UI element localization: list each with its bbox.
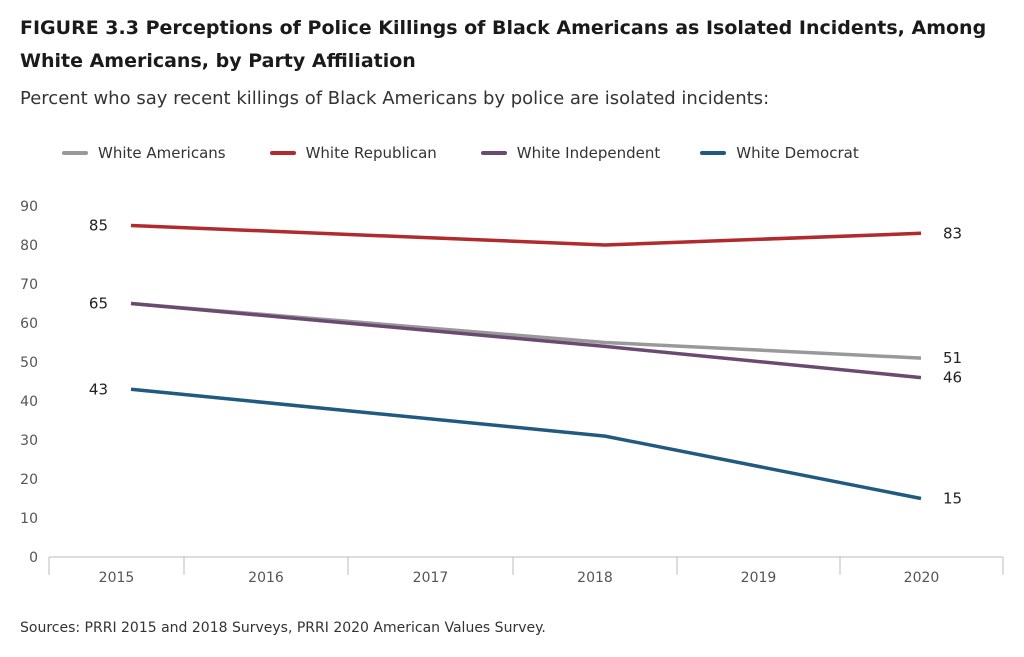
legend-label-white-americans: White Americans bbox=[98, 144, 226, 162]
legend: White Americans White Republican White I… bbox=[62, 144, 859, 162]
legend-label-white-independent: White Independent bbox=[516, 144, 661, 162]
x-tick-label: 2020 bbox=[904, 570, 940, 586]
y-tick-label: 60 bbox=[20, 316, 38, 332]
line-chart: 0 10 20 30 40 50 60 70 80 90 2015 2016 2017 2018 2019 2… bbox=[20, 199, 1004, 586]
data-label: 85 bbox=[89, 217, 108, 235]
chart-title: FIGURE 3.3 Perceptions of Police Killing… bbox=[20, 17, 987, 72]
series-line-white-democrat bbox=[130, 387, 922, 501]
y-tick-label: 30 bbox=[20, 433, 38, 449]
legend-swatch-white-americans bbox=[62, 151, 88, 155]
series-line-white-americans bbox=[130, 301, 922, 360]
data-label: 46 bbox=[943, 369, 962, 387]
data-label: 65 bbox=[89, 295, 108, 313]
chart-subtitle: Percent who say recent killings of Black… bbox=[20, 88, 770, 109]
legend-label-white-democrat: White Democrat bbox=[736, 144, 859, 162]
data-label: 43 bbox=[89, 380, 108, 398]
y-tick-label: 50 bbox=[20, 355, 38, 371]
source-note: Sources: PRRI 2015 and 2018 Surveys, PRR… bbox=[20, 620, 546, 636]
legend-item-white-independent: White Independent bbox=[480, 144, 661, 162]
x-tick-label: 2016 bbox=[248, 570, 284, 586]
data-label: 15 bbox=[943, 490, 962, 508]
legend-item-white-democrat: White Democrat bbox=[700, 144, 859, 162]
legend-item-white-republican: White Republican bbox=[269, 144, 437, 162]
legend-swatch-white-independent bbox=[480, 151, 507, 155]
x-tick-label: 2015 bbox=[99, 570, 135, 586]
data-label: 83 bbox=[943, 224, 962, 242]
legend-swatch-white-democrat bbox=[700, 151, 727, 155]
y-tick-label: 70 bbox=[20, 277, 38, 293]
legend-swatch-white-republican bbox=[269, 151, 296, 155]
x-tick-label: 2018 bbox=[577, 570, 613, 586]
legend-label-white-republican: White Republican bbox=[305, 144, 437, 162]
y-tick-label: 10 bbox=[20, 511, 38, 527]
x-tick-label: 2017 bbox=[413, 570, 449, 586]
y-tick-label: 90 bbox=[20, 199, 38, 215]
x-tick-label: 2019 bbox=[741, 570, 777, 586]
y-tick-label: 0 bbox=[29, 550, 38, 566]
legend-item-white-americans: White Americans bbox=[62, 144, 226, 162]
y-tick-label: 20 bbox=[20, 472, 38, 488]
series-line-white-republican bbox=[130, 223, 922, 247]
y-tick-label: 80 bbox=[20, 238, 38, 254]
y-tick-label: 40 bbox=[20, 394, 38, 410]
series-line-white-independent bbox=[130, 301, 922, 380]
data-label: 51 bbox=[943, 349, 962, 367]
